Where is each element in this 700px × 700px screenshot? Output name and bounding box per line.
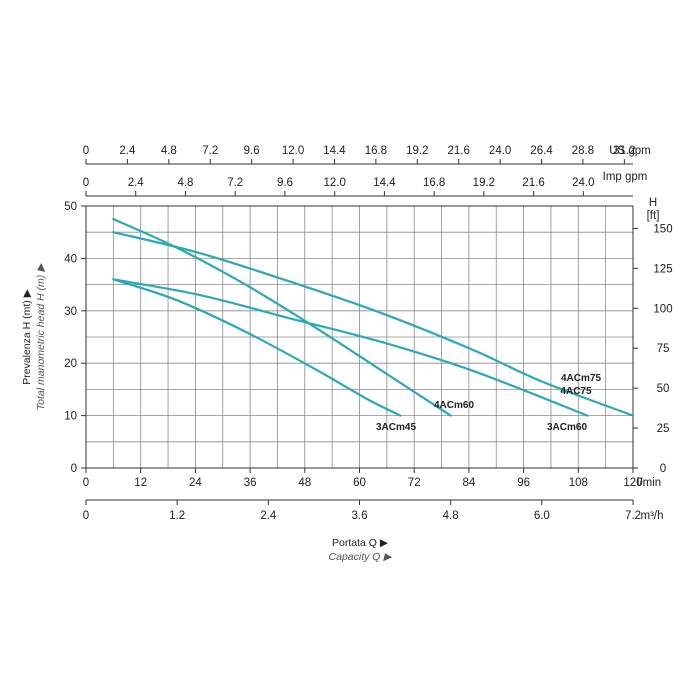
curve-3acm60 [112,278,589,417]
bottom-axis-tick-label: 24 [189,477,202,489]
tick-labels: 0 10 20 30 40 50 0 25 50 75 100 125 150 H[ft] 0 12 24 36 4… [21,145,673,563]
m3h-axis-tick-label: 1.2 [169,510,185,522]
bottom-axis-tick-label: 84 [463,477,476,489]
left-axis-tick-label: 10 [64,411,77,423]
us-gpm-tick-label: 12.0 [282,145,304,157]
left-axis-tick-label: 40 [64,253,77,265]
m3h-axis-tick-label: 7.2 [625,510,641,522]
imp-gpm-tick-label: 21.6 [522,177,544,189]
imp-gpm-tick-label: 2.4 [128,177,145,189]
left-axis-tick-label: 30 [64,306,77,318]
bottom-axis-tick-label: 120 [623,477,642,489]
imp-gpm-tick-label: 12.0 [323,177,345,189]
pump-curves [112,218,635,417]
bottom-axis-tick-label: 48 [298,477,311,489]
imp-gpm-tick-label: 16.8 [423,177,445,189]
us-gpm-tick-label: 2.4 [119,145,136,157]
y-axis-title: Prevalenza H (mt) ▶ [21,288,33,385]
imp-gpm-tick-label: 7.2 [227,177,243,189]
curve-label-4acm60: 4ACm60 [434,400,474,411]
us-gpm-tick-label: 0 [83,145,89,157]
left-axis-tick-label: 0 [71,463,77,475]
x-axis-subtitle: Capacity Q ▶ [329,551,393,563]
bottom-axis-tick-label: 60 [353,477,366,489]
right-axis-tick-label: 0 [660,463,666,475]
us-gpm-tick-label: 26.4 [530,145,553,157]
right-axis-tick-label: 100 [653,303,672,315]
right-axis-unit-h: H [649,197,657,209]
us-gpm-tick-label: 16.8 [365,145,387,157]
imp-gpm-tick-label: 24.0 [572,177,594,189]
bottom-axis-tick-label: 72 [408,477,421,489]
curve-label-3acm45: 3ACm45 [376,422,416,433]
curve-3acm45 [112,278,402,417]
imp-gpm-unit: Imp gpm [603,171,648,183]
y-axis-subtitle: Total manometric head H (m) ▶ [35,263,47,410]
right-axis-unit-ft: [ft] [647,210,660,222]
chart-axes [81,159,638,505]
right-axis-tick-label: 25 [657,423,670,435]
m3h-axis-tick-label: 3.6 [352,510,368,522]
us-gpm-tick-label: 28.8 [572,145,594,157]
m3h-unit: m³/h [641,510,664,522]
us-gpm-tick-label: 9.6 [244,145,260,157]
right-axis-tick-label: 50 [657,383,670,395]
left-axis-tick-label: 20 [64,358,77,370]
bottom-axis-tick-label: 108 [569,477,588,489]
left-axis-tick-label: 50 [64,201,77,213]
us-gpm-tick-label: 24.0 [489,145,511,157]
imp-gpm-tick-label: 9.6 [277,177,293,189]
m3h-axis-tick-label: 6.0 [534,510,550,522]
imp-gpm-tick-label: 19.2 [473,177,495,189]
imp-gpm-tick-label: 4.8 [177,177,193,189]
us-gpm-tick-label: 4.8 [161,145,177,157]
curve-label-4acm75: 4ACm75 [561,373,601,384]
lmin-unit: l/min [637,477,661,489]
imp-gpm-tick-label: 14.4 [373,177,396,189]
imp-gpm-tick-label: 0 [83,177,89,189]
m3h-axis-tick-label: 2.4 [260,510,277,522]
curve-label-3acm60: 3ACm60 [547,422,587,433]
curve-4acm75 [112,231,635,417]
bottom-axis-tick-label: 36 [244,477,257,489]
us-gpm-unit: US gpm [609,145,651,157]
us-gpm-tick-label: 7.2 [202,145,218,157]
right-axis-tick-label: 75 [657,343,670,355]
bottom-axis-tick-label: 96 [517,477,530,489]
right-axis-tick-label: 150 [653,223,672,235]
bottom-axis-tick-label: 0 [83,477,89,489]
us-gpm-tick-label: 19.2 [406,145,428,157]
x-axis-title: Portata Q ▶ [332,537,389,549]
m3h-axis-tick-label: 0 [83,510,89,522]
right-axis-tick-label: 125 [653,263,672,275]
m3h-axis-tick-label: 4.8 [443,510,459,522]
curve-label-4ac75: 4AC75 [560,386,592,397]
us-gpm-tick-label: 21.6 [448,145,470,157]
us-gpm-tick-label: 14.4 [323,145,346,157]
us-gpm-tick-label: 31.2 [613,145,635,157]
bottom-axis-tick-label: 12 [134,477,147,489]
